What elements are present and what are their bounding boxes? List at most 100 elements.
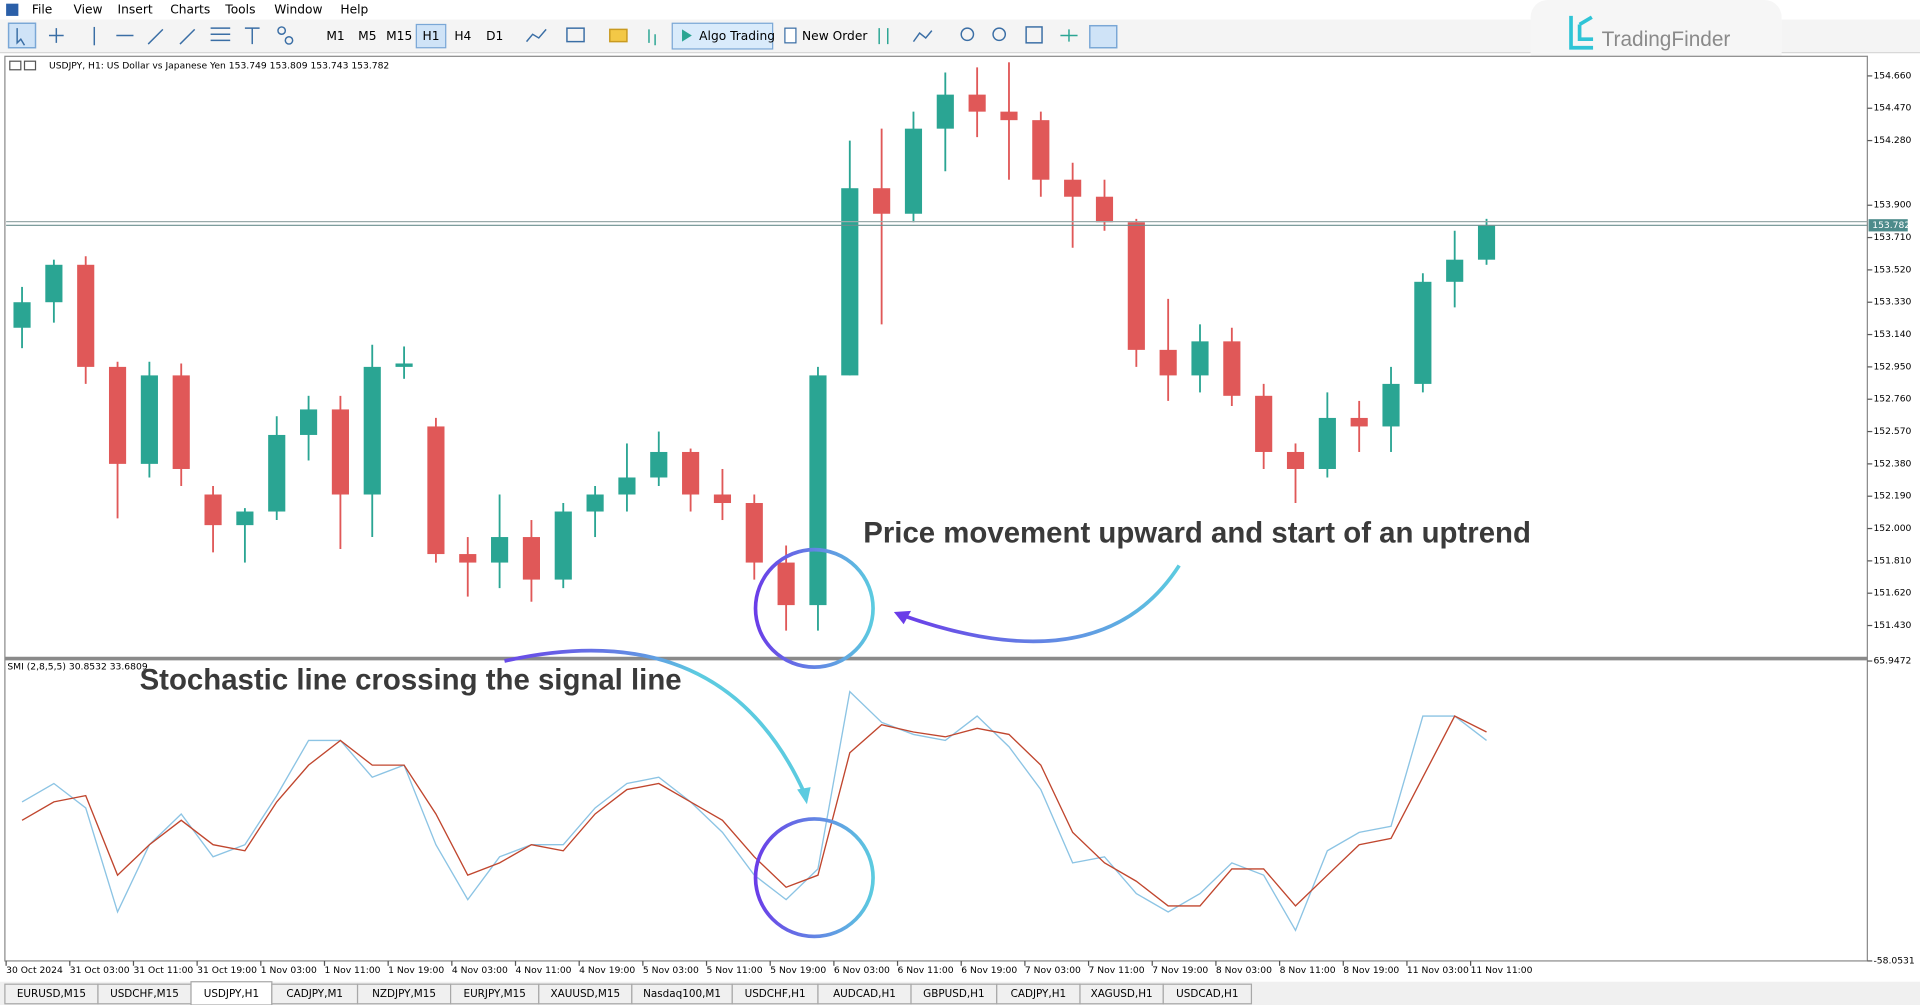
y-tick-label: 153.900 xyxy=(1873,200,1911,211)
y-tick-label: 151.430 xyxy=(1873,620,1911,631)
candle-body xyxy=(904,128,923,214)
highlight-circle xyxy=(753,817,875,939)
x-tick-label: 8 Nov 19:00 xyxy=(1343,965,1399,976)
tab-label[interactable]: USDCAD,H1 xyxy=(1176,988,1238,1000)
tab-label[interactable]: XAGUSD,H1 xyxy=(1091,988,1153,1000)
tab[interactable] xyxy=(1162,983,1253,1005)
annotation: Stochastic line crossing the signal line xyxy=(140,664,682,697)
y-tick-label: 154.660 xyxy=(1873,70,1911,81)
candle-body xyxy=(45,264,63,303)
y-tick-label: 152.570 xyxy=(1873,426,1911,437)
algo-trading-label[interactable]: Algo Trading xyxy=(699,29,775,43)
timeframe-button[interactable]: M15 xyxy=(386,29,412,43)
timeframe-button[interactable]: H1 xyxy=(423,29,440,43)
candle-body xyxy=(1414,281,1432,384)
tab-label[interactable]: XAUUSD,M15 xyxy=(551,988,621,1000)
arrow-head xyxy=(797,787,811,805)
candle-body xyxy=(777,562,795,606)
timeframe-button[interactable]: D1 xyxy=(486,29,503,43)
menu-item[interactable]: Tools xyxy=(224,2,255,16)
tab-label[interactable]: USDCHF,M15 xyxy=(110,988,179,1000)
x-tick-label: 5 Nov 11:00 xyxy=(707,965,763,976)
menu-item[interactable]: File xyxy=(32,2,52,16)
y-tick-label: 153.330 xyxy=(1873,297,1911,308)
candle-body xyxy=(1318,417,1336,469)
timeframe-active xyxy=(415,23,447,49)
menu-item[interactable]: Window xyxy=(274,2,322,16)
tab-label[interactable]: GBPUSD,H1 xyxy=(923,988,984,1000)
candle-body xyxy=(936,94,954,129)
y-tick-label: 153.710 xyxy=(1873,232,1911,243)
candle-body xyxy=(745,503,763,563)
x-tick-label: 8 Nov 11:00 xyxy=(1280,965,1336,976)
candle-body xyxy=(395,363,413,367)
x-tick-label: 31 Oct 19:00 xyxy=(197,965,257,976)
logo-text: TradingFinder xyxy=(1602,28,1731,51)
timeframe-button[interactable]: M5 xyxy=(358,29,376,43)
menu-item[interactable]: View xyxy=(73,2,102,16)
y-tick-label: 154.470 xyxy=(1873,103,1911,114)
chart-frame xyxy=(4,55,1868,962)
y-tick-label: 152.190 xyxy=(1873,491,1911,502)
x-tick-label: 7 Nov 19:00 xyxy=(1152,965,1208,976)
y-tick-label: 152.950 xyxy=(1873,361,1911,372)
candle-body xyxy=(522,537,540,580)
y-tick-label: 153.140 xyxy=(1873,329,1911,340)
chart-icon xyxy=(23,60,37,71)
x-tick-label: 31 Oct 03:00 xyxy=(70,965,130,976)
x-tick-label: 11 Nov 03:00 xyxy=(1407,965,1469,976)
candle-body xyxy=(1159,349,1177,376)
tab-label[interactable]: AUDCAD,H1 xyxy=(833,988,896,1000)
x-tick-label: 7 Nov 11:00 xyxy=(1089,965,1145,976)
candle-body xyxy=(1286,451,1305,469)
app-icon xyxy=(6,3,19,16)
candle-body xyxy=(618,477,636,495)
tab-label[interactable]: NZDJPY,M15 xyxy=(372,988,436,1000)
new-order-label[interactable]: New Order xyxy=(802,29,868,43)
menu-item[interactable]: Help xyxy=(340,2,368,16)
tab-label[interactable]: CADJPY,H1 xyxy=(1011,988,1067,1000)
arrow xyxy=(504,648,807,794)
candle-body xyxy=(1095,196,1114,223)
candle-body xyxy=(331,409,349,495)
candle-body xyxy=(1255,395,1273,452)
candle-body xyxy=(809,375,827,606)
timeframe-button[interactable]: M1 xyxy=(326,29,344,43)
candle-body xyxy=(108,366,127,464)
candle-body xyxy=(1382,383,1400,427)
annotation: Price movement upward and start of an up… xyxy=(863,517,1531,550)
chart-info: USDJPY, H1: US Dollar vs Japanese Yen 15… xyxy=(49,61,389,72)
y-tick-label: 151.620 xyxy=(1873,588,1911,599)
candle-body xyxy=(236,511,254,526)
x-tick-label: 1 Nov 11:00 xyxy=(324,965,380,976)
candle-body xyxy=(268,434,286,512)
candle-body xyxy=(140,375,158,464)
tab-label[interactable]: CADJPY,M1 xyxy=(286,988,343,1000)
y-tick-label: -58.0531 xyxy=(1873,955,1914,966)
candle-body xyxy=(77,264,95,367)
candle-body xyxy=(491,537,509,563)
price-label-box xyxy=(1868,219,1908,232)
price-label: 153.782 xyxy=(1872,220,1910,231)
play-icon xyxy=(682,29,692,42)
plot: 154.660 154.470 154.280 153.900 153.710 153.5… xyxy=(5,62,1915,976)
x-tick-label: 1 Nov 19:00 xyxy=(388,965,444,976)
candle-body xyxy=(172,375,190,469)
tab-label[interactable]: USDCHF,H1 xyxy=(745,988,806,1000)
tab-label[interactable]: EURUSD,M15 xyxy=(17,988,86,1000)
new-order-icon xyxy=(784,27,797,44)
x-tick-label: 1 Nov 03:00 xyxy=(261,965,317,976)
menu-item[interactable]: Insert xyxy=(118,2,153,16)
x-tick-label: 4 Nov 11:00 xyxy=(516,965,572,976)
tab-label[interactable]: Nasdaq100,M1 xyxy=(643,988,721,1000)
tab-label[interactable]: USDJPY,H1 xyxy=(204,988,259,1000)
tab-label[interactable]: EURJPY,M15 xyxy=(464,988,526,1000)
y-tick-label: 153.520 xyxy=(1873,264,1911,275)
candle-body xyxy=(1191,341,1209,376)
candle-body xyxy=(300,409,318,435)
menu-item[interactable]: Charts xyxy=(170,2,210,16)
x-tick-label: 6 Nov 19:00 xyxy=(961,965,1017,976)
timeframe-button[interactable]: H4 xyxy=(454,29,471,43)
candle-body xyxy=(1032,120,1050,180)
